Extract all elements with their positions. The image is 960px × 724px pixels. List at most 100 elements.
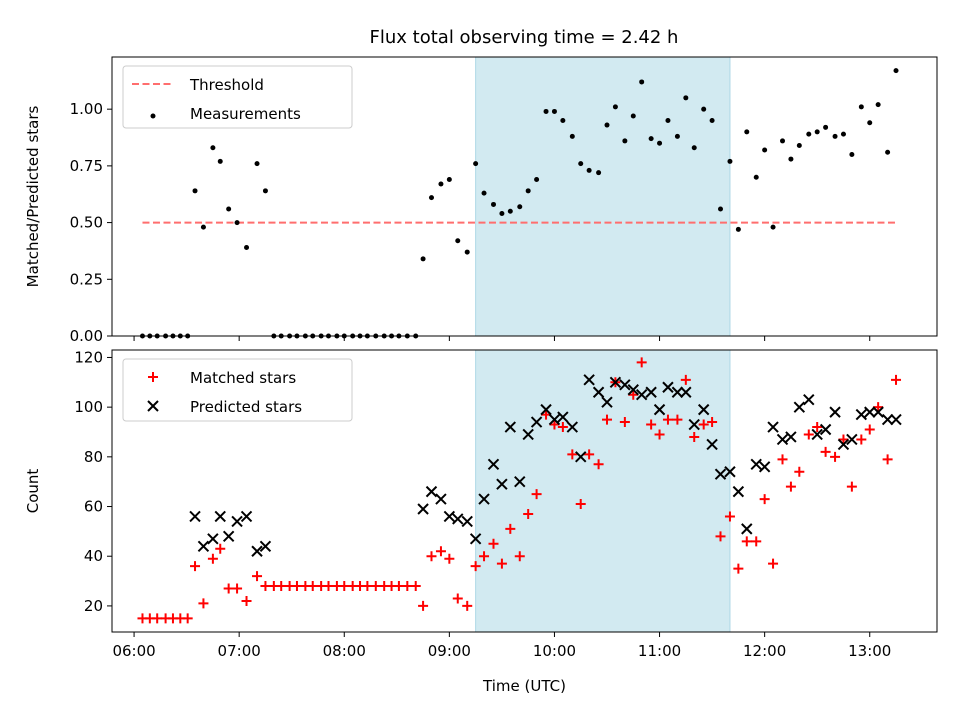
matched-star-marker — [215, 543, 226, 554]
measurement-point — [893, 68, 899, 74]
x-tick-label: 09:00 — [428, 642, 471, 660]
matched-star-marker — [198, 598, 209, 609]
measurement-point — [543, 108, 549, 114]
measurement-point — [490, 201, 496, 207]
matched-star-marker — [488, 538, 499, 549]
bottom-legend-box — [122, 358, 353, 422]
matched-star-marker — [514, 551, 525, 562]
predicted-star-marker — [469, 533, 482, 545]
matched-star-marker — [567, 449, 578, 460]
measurement-point — [691, 145, 697, 151]
predicted-star-marker — [758, 461, 771, 473]
matched-star-marker — [751, 536, 762, 547]
predicted-star-marker — [548, 413, 561, 426]
matched-star-marker — [803, 429, 814, 440]
matched-star-marker — [602, 414, 612, 425]
bottom-y-tick-label: 100 — [74, 398, 103, 416]
measurement-point — [701, 106, 707, 112]
predicted-star-marker — [222, 530, 235, 543]
matched-star-marker — [241, 595, 252, 606]
predicted-star-marker — [688, 418, 700, 431]
measurement-point — [226, 206, 232, 212]
measurement-point — [780, 138, 786, 144]
legend-predicted-swatch — [147, 400, 159, 412]
measurement-point — [814, 129, 820, 135]
predicted-star-marker — [530, 416, 543, 428]
matched-star-marker — [698, 419, 709, 430]
matched-star-marker — [479, 551, 490, 562]
measurement-point — [420, 256, 426, 262]
bottom-y-tick-label: 60 — [84, 498, 103, 516]
measurement-point — [735, 226, 741, 232]
top-y-axis-label: Matched/Predicted stars — [24, 106, 42, 288]
measurement-point — [210, 145, 216, 151]
x-tick-label: 07:00 — [218, 642, 261, 660]
matched-star-marker — [759, 494, 770, 505]
measurement-point — [438, 181, 444, 187]
predicted-star-marker — [819, 423, 832, 436]
matched-star-marker — [549, 419, 560, 430]
matched-star-marker — [830, 451, 841, 462]
measurement-point — [727, 158, 733, 164]
matched-star-marker — [435, 546, 446, 557]
predicted-star-marker — [443, 510, 456, 523]
predicted-star-marker — [653, 403, 666, 416]
measurement-point — [683, 95, 689, 101]
predicted-star-marker — [785, 431, 797, 443]
measurement-point — [464, 249, 470, 255]
matched-star-marker — [654, 429, 665, 440]
matched-star-marker — [523, 508, 534, 519]
predicted-star-marker — [592, 386, 605, 398]
matched-star-marker — [307, 581, 318, 592]
predicted-star-marker — [575, 451, 587, 463]
matched-star-marker — [232, 583, 243, 594]
measurement-point — [630, 113, 636, 119]
x-tick-label: 11:00 — [638, 642, 681, 660]
matched-star-marker — [418, 600, 429, 611]
bottom-y-tick-label: 120 — [74, 348, 103, 366]
predicted-star-marker — [566, 421, 579, 433]
measurement-point — [744, 129, 750, 135]
top-axes-frame — [111, 56, 938, 337]
measurement-point — [648, 136, 654, 142]
legend-matched-swatch — [148, 372, 158, 382]
predicted-star-marker — [662, 381, 674, 393]
predicted-star-marker — [461, 515, 473, 528]
x-axis-label: Time (UTC) — [482, 677, 566, 695]
bottom-y-axis-label: Count — [24, 469, 42, 514]
matched-star-marker — [452, 593, 463, 604]
matched-star-marker — [864, 424, 875, 435]
measurement-point — [832, 133, 838, 139]
matched-star-marker — [724, 511, 735, 522]
predicted-star-marker — [504, 421, 517, 433]
matched-star-marker — [276, 581, 287, 592]
matched-star-marker — [223, 583, 234, 594]
matched-star-marker — [182, 613, 193, 624]
measurement-point — [858, 104, 864, 110]
predicted-star-marker — [750, 458, 762, 470]
measurement-point — [446, 176, 452, 182]
predicted-star-marker — [811, 428, 823, 441]
matched-star-marker — [444, 553, 455, 564]
predicted-star-marker — [478, 493, 490, 505]
measurement-point — [674, 133, 680, 139]
measurement-point — [849, 152, 855, 158]
matched-star-marker — [733, 563, 744, 574]
predicted-star-marker — [496, 478, 508, 490]
top-y-tick-label: 0.25 — [70, 270, 103, 288]
matched-star-marker — [715, 531, 726, 542]
matched-star-marker — [370, 581, 381, 592]
matched-star-marker — [636, 357, 647, 368]
measurement-point — [867, 120, 873, 126]
matched-star-marker — [707, 417, 718, 428]
measurement-point — [428, 195, 434, 201]
matched-star-marker — [496, 558, 507, 569]
matched-star-marker — [882, 454, 893, 465]
matched-star-marker — [689, 431, 700, 442]
legend-label: Threshold — [189, 76, 264, 94]
measurement-point — [578, 161, 584, 167]
matched-star-marker — [680, 374, 691, 385]
measurement-point — [455, 238, 461, 244]
predicted-star-marker — [583, 374, 595, 386]
predicted-star-marker — [240, 510, 253, 523]
